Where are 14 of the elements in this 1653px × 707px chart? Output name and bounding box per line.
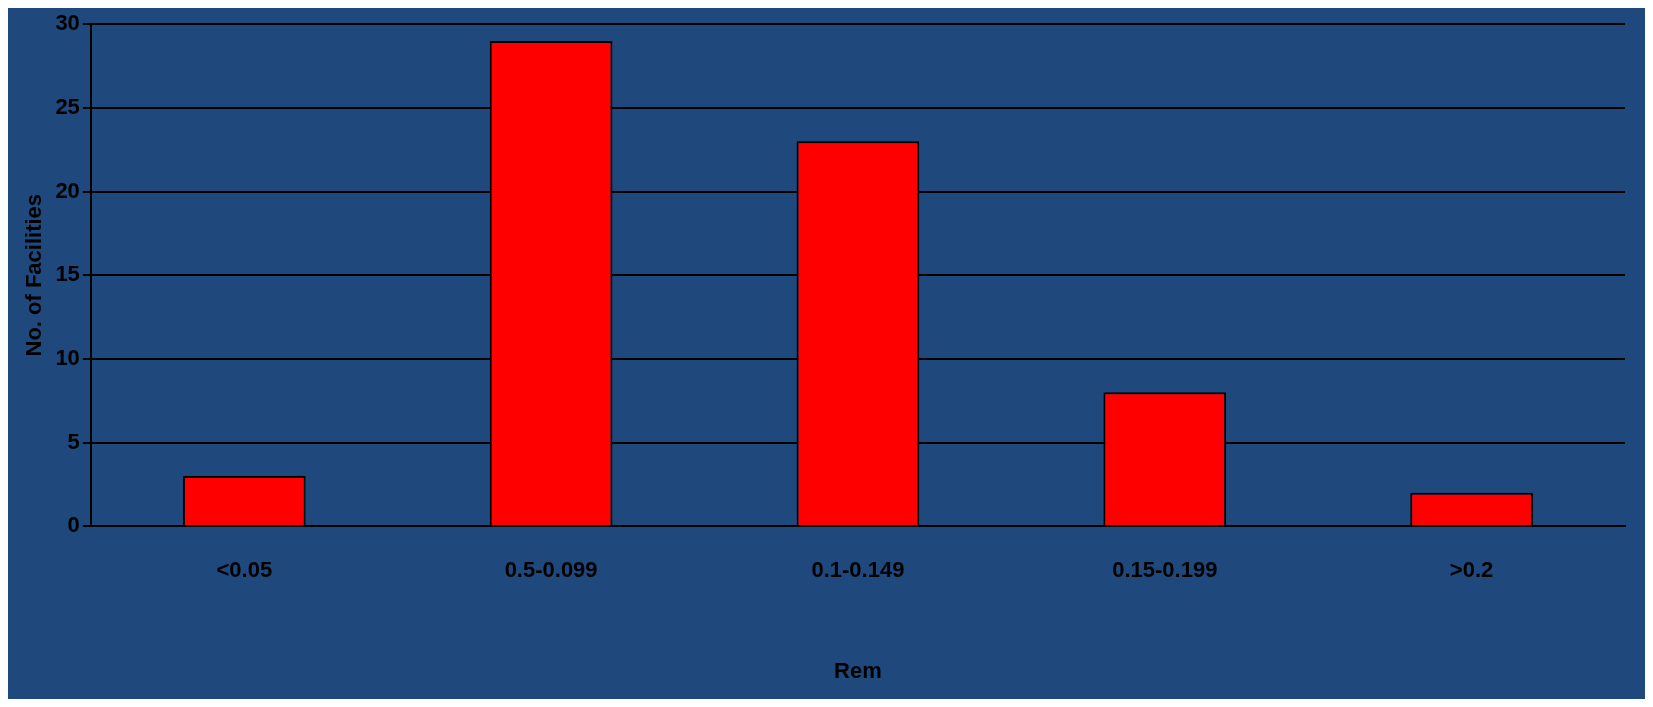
- y-tick-label: 0: [67, 512, 80, 538]
- y-tick-label: 5: [67, 428, 80, 454]
- y-tick-label: 10: [55, 344, 80, 370]
- x-axis-title: Rem: [834, 657, 882, 683]
- x-tick-label: >0.2: [1449, 557, 1494, 583]
- y-tick-label: 20: [55, 177, 80, 203]
- x-tick-label: 0.15-0.199: [1112, 557, 1218, 583]
- y-axis-title: No. of Facilities: [21, 193, 47, 357]
- x-tick-label: 0.1-0.149: [811, 557, 905, 583]
- y-tick-label: 25: [55, 93, 80, 119]
- x-tick-label: <0.05: [216, 557, 273, 583]
- y-tick-label: 15: [55, 261, 80, 287]
- y-tick-label: 30: [55, 10, 80, 36]
- x-tick-label: 0.5-0.099: [504, 557, 598, 583]
